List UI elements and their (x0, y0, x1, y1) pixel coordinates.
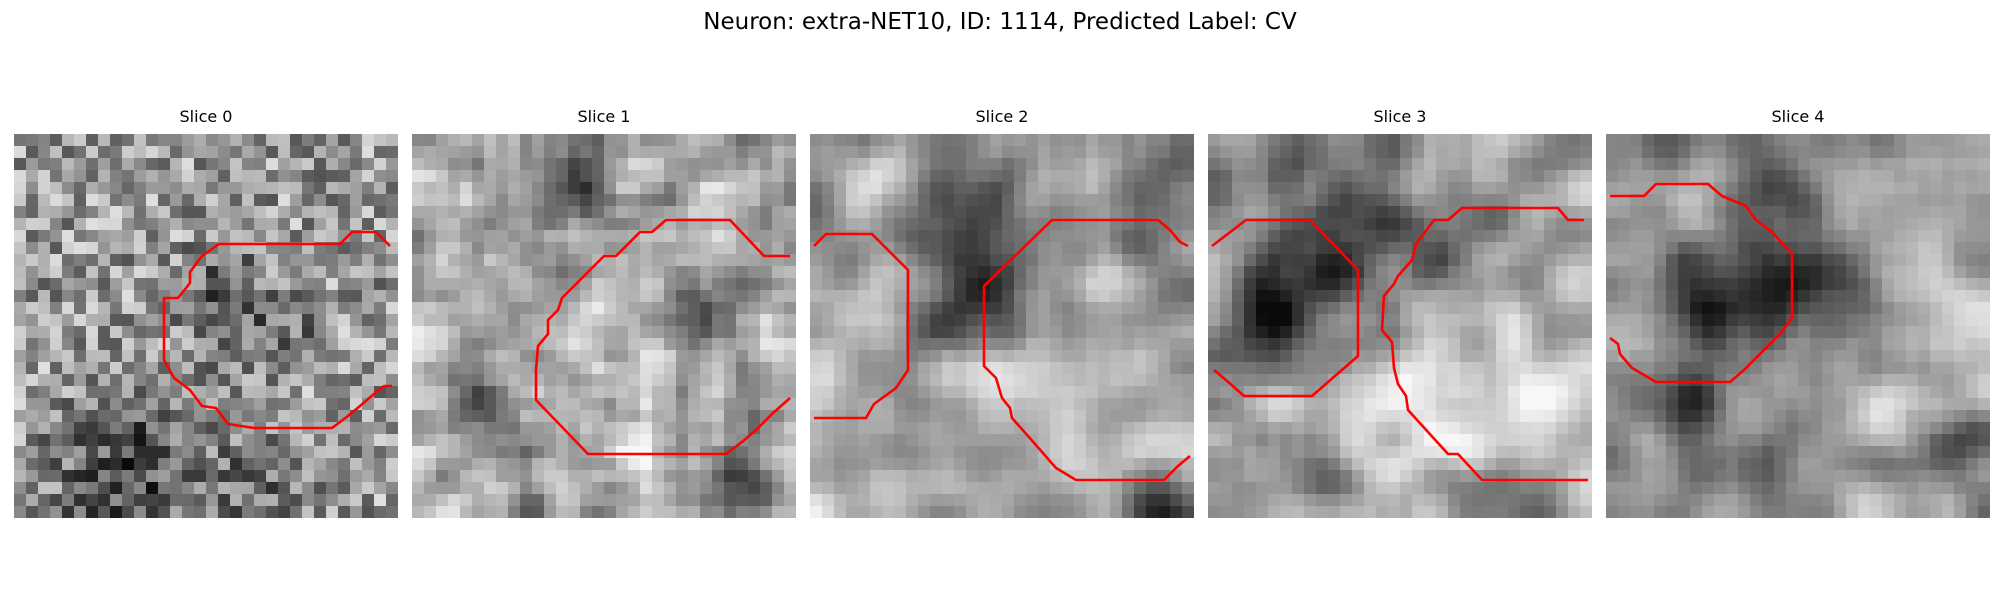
slice-panel-2: Slice 2 (810, 107, 1194, 518)
slice-panel-0: Slice 0 (14, 107, 398, 518)
slice-image-4 (1606, 134, 1990, 518)
slice-title-4: Slice 4 (1771, 107, 1825, 126)
slice-title-0: Slice 0 (179, 107, 233, 126)
contour-line (534, 218, 791, 456)
contour-line (813, 232, 910, 420)
slice-image-3 (1208, 134, 1592, 518)
slice-panel-1: Slice 1 (412, 107, 796, 518)
contour-line (1211, 218, 1360, 398)
slice-panel-3: Slice 3 (1208, 107, 1592, 518)
slice-image-2 (810, 134, 1194, 518)
contour-line (1380, 206, 1588, 482)
slice-title-3: Slice 3 (1373, 107, 1427, 126)
slice-image-1 (412, 134, 796, 518)
slice-image-0 (14, 134, 398, 518)
slice-panel-4: Slice 4 (1606, 107, 1990, 518)
slice-title-1: Slice 1 (577, 107, 631, 126)
slice-title-2: Slice 2 (975, 107, 1029, 126)
contour-line (1609, 182, 1794, 384)
figure-title: Neuron: extra-NET10, ID: 1114, Predicted… (703, 9, 1297, 35)
contour-line (982, 218, 1191, 482)
contour-line (162, 230, 392, 430)
